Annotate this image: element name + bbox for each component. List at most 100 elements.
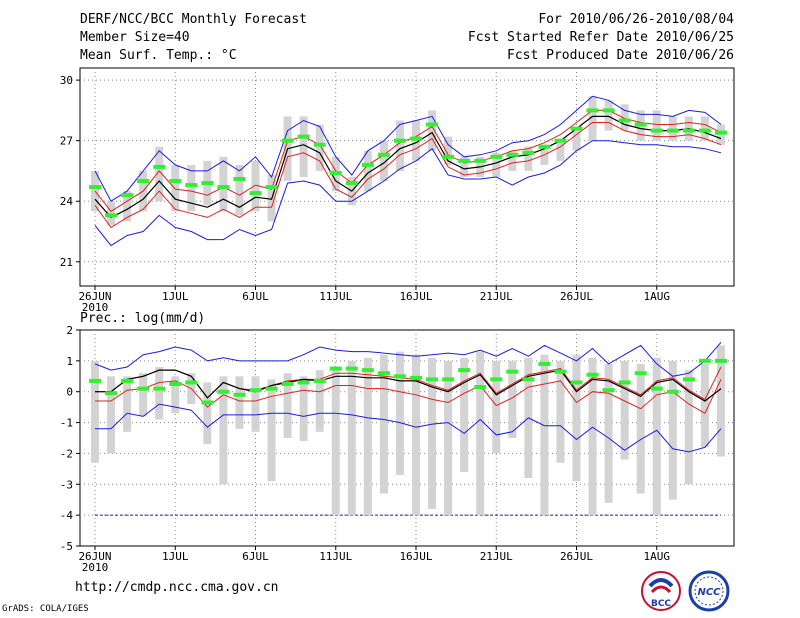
prec-y-tick-label: 2 [66,324,73,337]
prec-x-tick-label: 16JUL [399,550,432,563]
temp-range-bar [123,191,132,222]
prec-range-bar [91,360,99,463]
prec-y-tick-label: 1 [66,355,73,368]
temp-range-bar [428,110,437,151]
prec-x-year-label: 2010 [82,561,109,574]
prec-x-tick-label: 1JUL [162,550,189,563]
temp-x-tick-label: 16JUL [399,290,432,303]
prec-observed-marker [105,391,118,396]
temp-observed-marker [522,150,535,155]
prec-range-bar [331,367,340,516]
prec-observed-marker [714,358,727,363]
temp-range-bar [315,124,324,171]
prec-range-bar [668,360,677,500]
prec-x-tick-label: 26JUL [560,550,593,563]
prec-observed-marker [169,382,182,386]
temp-observed-marker [329,170,342,175]
bcc-logo: BCC [641,571,681,611]
prec-frame [79,329,735,547]
temp-observed-marker [586,108,599,113]
prec-observed-marker [153,386,166,391]
temp-observed-marker [137,179,150,184]
temp-lower-line [94,122,722,229]
prec-y-tick-label: -1 [60,417,73,430]
prec-observed-marker [458,368,471,373]
prec-min-line [95,403,722,453]
prec-range-bar [636,363,645,494]
prec-observed-marker [522,377,535,382]
prec-observed-marker [410,375,422,380]
temp-upper-line [94,109,722,212]
prec-range-bar [508,360,517,438]
temp-range-bar [379,140,388,182]
forecast-started-date: Fcst Started Refer Date 2010/06/25 [467,30,734,45]
prec-range-bar [540,354,549,516]
prec-observed-marker [201,400,214,405]
prec-y-tick-label: -5 [60,540,73,553]
prec-observed-marker [233,392,246,397]
temp-y-tick-label: 30 [60,74,73,87]
prec-observed-marker [217,389,230,394]
member-size: Member Size=40 [80,30,190,45]
temp-x-tick-label: 6JUL [242,290,269,303]
temp-range-bar [219,156,228,212]
temp-x-tick-label: 26JUN [78,290,111,303]
prec-observed-marker [666,389,679,394]
prec-observed-marker [377,371,390,376]
temp-min-line [94,140,722,247]
temp-x-tick-label: 1JUL [162,290,189,303]
prec-x-tick-label: 1AUG [644,550,671,563]
temp-range-bar [604,100,613,131]
prec-observed-marker [538,361,551,366]
prec-range-bar [652,357,661,516]
temp-range-bar [716,124,725,145]
prec-range-bar [107,376,116,454]
temp-observed-marker [393,138,406,143]
prec-range-bar [460,357,469,472]
prec-range-bar [139,373,148,417]
temp-observed-marker [602,108,615,113]
prec-range-bar [267,379,276,482]
temp-range-bar [444,136,453,165]
temp-observed-marker [121,193,134,198]
prec-range-bar [203,382,212,445]
temp-range-bar [412,120,420,161]
prec-range-bar [283,373,292,438]
temp-observed-marker [474,158,487,163]
temp-x-year-label: 2010 [82,301,109,314]
temp-observed-marker [361,162,374,167]
prec-y-tick-label: -3 [60,478,73,491]
prec-observed-marker [618,380,631,385]
temp-observed-marker [714,130,727,135]
svg-text:BCC: BCC [651,599,671,609]
prec-range-bar [700,363,709,448]
precip-label: Prec.: log(mm/d) [80,311,205,326]
prec-range-bar [363,357,372,516]
temp-range-bar [556,140,565,161]
prec-observed-marker [329,366,342,371]
prec-y-tick-label: -4 [60,509,74,522]
forecast-period: For 2010/06/26-2010/08/04 [538,12,734,27]
prec-range-bar [412,354,420,516]
prec-observed-marker [554,369,567,374]
temp-y-tick-label: 21 [60,256,73,269]
prec-range-bar [556,360,565,463]
temp-observed-marker [506,152,519,157]
prec-x-tick-label: 21JUL [480,550,513,563]
prec-observed-marker [586,372,599,377]
svg-text:NCC: NCC [697,587,721,598]
website-url[interactable]: http://cmdp.ncc.cma.gov.cn [75,580,279,595]
prec-x-tick-label: 6JUL [242,550,269,563]
prec-observed-marker [602,388,615,393]
temp-range-bar [668,116,677,141]
prec-range-bar [395,351,404,476]
ncc-logo: NCC [688,570,730,612]
prec-range-bar [492,360,501,454]
temp-observed-marker [426,122,439,127]
prec-observed-marker [185,380,198,385]
prec-range-bar [572,354,581,482]
chart-title: DERF/NCC/BCC Monthly Forecast [80,12,307,27]
prec-observed-marker [393,374,406,379]
temp-observed-marker [666,128,679,133]
